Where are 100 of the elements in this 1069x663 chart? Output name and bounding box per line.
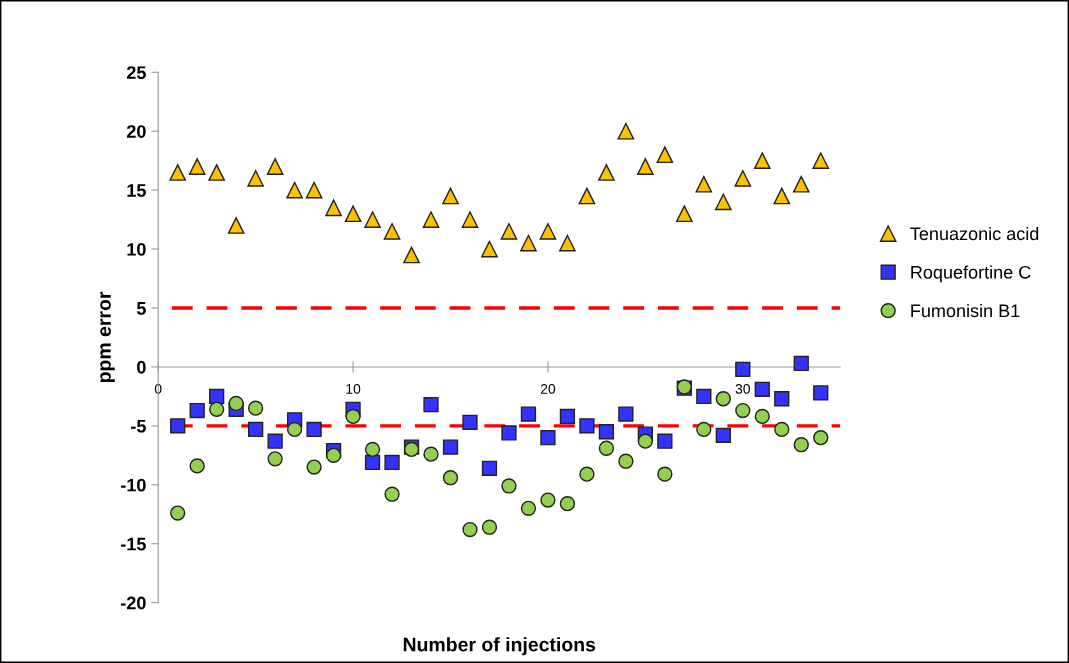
- point: [383, 223, 401, 240]
- point: [325, 447, 342, 463]
- point: [598, 424, 615, 440]
- point: [792, 175, 810, 193]
- point: [793, 437, 809, 453]
- point: [188, 158, 206, 175]
- point: [170, 505, 186, 521]
- point: [579, 418, 595, 434]
- point: [559, 234, 576, 252]
- point: [364, 211, 381, 228]
- point: [442, 470, 459, 486]
- point: [501, 478, 517, 494]
- point: [520, 234, 537, 252]
- point: [793, 355, 809, 372]
- point: [481, 240, 498, 258]
- point: [305, 181, 323, 199]
- point: [267, 433, 283, 449]
- point: [364, 454, 381, 471]
- point: [754, 408, 770, 425]
- point: [286, 421, 303, 438]
- point: [364, 441, 381, 458]
- point: [462, 521, 478, 538]
- point: [735, 402, 751, 419]
- point: [578, 187, 596, 205]
- x-axis-title: Number of injections: [403, 637, 596, 656]
- point: [520, 500, 537, 517]
- point: [520, 406, 537, 422]
- point: [209, 401, 225, 418]
- point: [657, 466, 673, 482]
- point: [169, 164, 187, 181]
- point: [657, 433, 673, 449]
- point: [696, 388, 712, 405]
- point: [345, 408, 361, 425]
- legend-label: Fumonisin B1: [911, 303, 1020, 318]
- point: [540, 492, 556, 508]
- point: [559, 496, 576, 512]
- point: [481, 460, 498, 476]
- y-tick-label: -20: [121, 596, 146, 610]
- point: [442, 439, 459, 455]
- point: [539, 223, 557, 240]
- point: [579, 466, 595, 482]
- legend-label: Roquefortine C: [911, 265, 1031, 283]
- point: [170, 418, 186, 434]
- point: [656, 146, 674, 164]
- point: [598, 164, 615, 181]
- y-tick-label: 10: [127, 243, 146, 256]
- point: [753, 152, 771, 170]
- y-tick-label: -5: [131, 419, 146, 433]
- point: [228, 395, 244, 412]
- y-tick-label: 25: [126, 66, 146, 79]
- point: [344, 205, 362, 223]
- y-tick-label: -10: [121, 478, 146, 492]
- y-axis-title: ppm error: [100, 291, 115, 383]
- x-tick-label: 0: [154, 383, 162, 394]
- point: [403, 246, 420, 264]
- point: [189, 458, 205, 474]
- point: [442, 187, 459, 205]
- y-tick-label: 5: [136, 302, 146, 315]
- point: [715, 427, 731, 443]
- point: [266, 158, 284, 175]
- point: [227, 217, 245, 234]
- point: [247, 170, 264, 187]
- legend-label: Tenuazonic acid: [910, 226, 1039, 241]
- point: [618, 453, 634, 469]
- point: [286, 181, 303, 199]
- point: [422, 211, 440, 228]
- point: [189, 402, 205, 419]
- x-tick-label: 30: [735, 383, 750, 394]
- point: [774, 391, 790, 407]
- point: [813, 385, 829, 401]
- point: [462, 414, 478, 430]
- point: [813, 430, 829, 446]
- point: [540, 430, 556, 446]
- point: [617, 122, 635, 140]
- point: [734, 170, 752, 187]
- point: [774, 421, 790, 438]
- point: [735, 361, 751, 377]
- point: [481, 519, 498, 535]
- y-tick-label: -15: [121, 537, 146, 551]
- point: [423, 397, 439, 413]
- point: [325, 199, 342, 217]
- point: [773, 187, 791, 205]
- point: [501, 425, 517, 441]
- point: [208, 164, 226, 181]
- point: [306, 421, 322, 438]
- point: [696, 421, 712, 438]
- point: [695, 175, 713, 193]
- point: [306, 459, 322, 475]
- point: [715, 391, 731, 407]
- point: [384, 486, 400, 502]
- x-tick-label: 20: [540, 383, 556, 394]
- point: [637, 158, 654, 175]
- y-tick-label: 0: [137, 360, 146, 374]
- point: [248, 421, 264, 438]
- y-tick-label: 15: [127, 184, 146, 197]
- point: [248, 400, 264, 416]
- point: [500, 223, 518, 240]
- point: [754, 381, 770, 397]
- point: [812, 152, 830, 170]
- point: [209, 388, 225, 405]
